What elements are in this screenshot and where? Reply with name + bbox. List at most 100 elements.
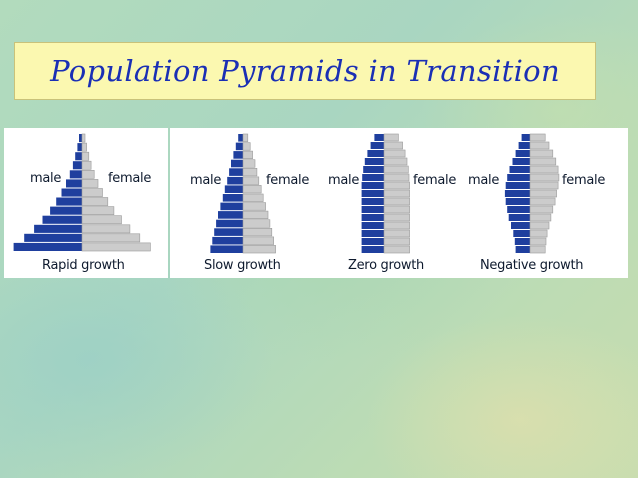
male-label: male (190, 173, 222, 188)
male-bar (214, 228, 243, 236)
female-bar (242, 159, 256, 168)
male-bar (13, 242, 83, 251)
female-bar (383, 221, 410, 230)
male-bar (508, 214, 530, 221)
female-bar (529, 205, 554, 214)
female-bar (383, 141, 403, 150)
male-bar (511, 222, 530, 229)
male-bar (212, 236, 243, 245)
female-label: female (108, 171, 152, 186)
female-bar (383, 165, 409, 174)
female-bar (81, 133, 86, 143)
female-bar (81, 142, 87, 152)
male-bar (361, 182, 384, 189)
female-bar (529, 173, 560, 182)
female-bar (81, 233, 141, 243)
female-bar (529, 229, 548, 238)
female-bar (529, 221, 550, 230)
pyramid-slow-growth: male female Slow growth (170, 128, 334, 278)
pyramid-zero-growth: male female Zero growth (320, 128, 484, 278)
male-label: male (468, 173, 500, 188)
female-bar (81, 206, 115, 215)
male-bar (34, 224, 82, 233)
female-bar (383, 181, 410, 190)
male-bar (505, 198, 530, 205)
female-bar (242, 150, 253, 160)
female-bar (529, 237, 547, 246)
male-bar (361, 206, 384, 213)
male-bar (42, 215, 82, 224)
male-bar (370, 142, 384, 149)
female-bar (81, 215, 122, 225)
female-bar (81, 169, 95, 179)
male-bar (216, 219, 243, 228)
male-bar (224, 185, 243, 193)
male-bar (233, 151, 243, 159)
female-bar (81, 197, 109, 206)
male-bar (515, 246, 530, 253)
male-bar (235, 142, 243, 151)
male-bar (507, 174, 530, 181)
female-label: female (413, 173, 457, 188)
female-bar (383, 237, 410, 246)
male-bar (509, 166, 530, 173)
slide-title: Population Pyramids in Transition (50, 54, 560, 88)
female-label: female (266, 173, 310, 188)
male-bar (75, 152, 82, 161)
pyramid-caption: Slow growth (204, 258, 281, 273)
female-bar (81, 242, 151, 252)
female-bar (529, 181, 559, 190)
male-bar (514, 238, 530, 245)
female-bar (81, 188, 103, 197)
male-bar (505, 182, 530, 189)
male-bar (72, 161, 82, 170)
male-bar (56, 197, 82, 206)
female-bar (383, 149, 406, 158)
male-bar (238, 134, 243, 142)
pyramid-rapid-growth: male female Rapid growth (4, 128, 168, 278)
title-banner: Population Pyramids in Transition (14, 42, 596, 100)
male-bar (504, 190, 530, 197)
female-bar (242, 236, 275, 245)
male-bar (362, 174, 384, 181)
female-bar (383, 133, 399, 142)
male-bar (79, 134, 82, 143)
male-bar (518, 142, 530, 149)
male-bar (61, 188, 82, 197)
male-bar (512, 158, 530, 165)
male-label: male (328, 173, 360, 188)
male-bar (361, 198, 384, 205)
male-bar (367, 150, 384, 157)
male-bar (361, 222, 384, 229)
male-bar (361, 246, 384, 253)
male-bar (507, 206, 530, 213)
female-bar (529, 213, 552, 222)
male-label: male (30, 171, 62, 186)
male-bar (229, 168, 243, 176)
female-bar (81, 151, 90, 161)
male-bar (66, 179, 82, 188)
male-bar (364, 158, 384, 165)
female-bar (242, 185, 262, 194)
male-bar (218, 211, 243, 219)
pyramid-slow-growth-plot (210, 133, 276, 254)
male-bar (222, 194, 243, 202)
female-bar (242, 228, 273, 237)
female-bar (81, 224, 131, 234)
pyramid-negative-growth: male female Negative growth (464, 128, 628, 278)
male-bar (210, 245, 243, 253)
female-bar (242, 176, 260, 185)
female-bar (242, 245, 276, 254)
male-bar (361, 238, 384, 245)
female-bar (529, 165, 559, 174)
female-bar (529, 141, 550, 150)
male-bar (361, 190, 384, 197)
male-bar (361, 230, 384, 237)
female-bar (242, 167, 258, 177)
pyramid-rapid-growth-plot (13, 133, 151, 252)
female-bar (529, 245, 546, 254)
male-bar (521, 134, 530, 141)
female-bar (242, 202, 266, 211)
pyramid-caption: Rapid growth (42, 258, 125, 273)
pyramid-caption: Zero growth (348, 258, 424, 273)
